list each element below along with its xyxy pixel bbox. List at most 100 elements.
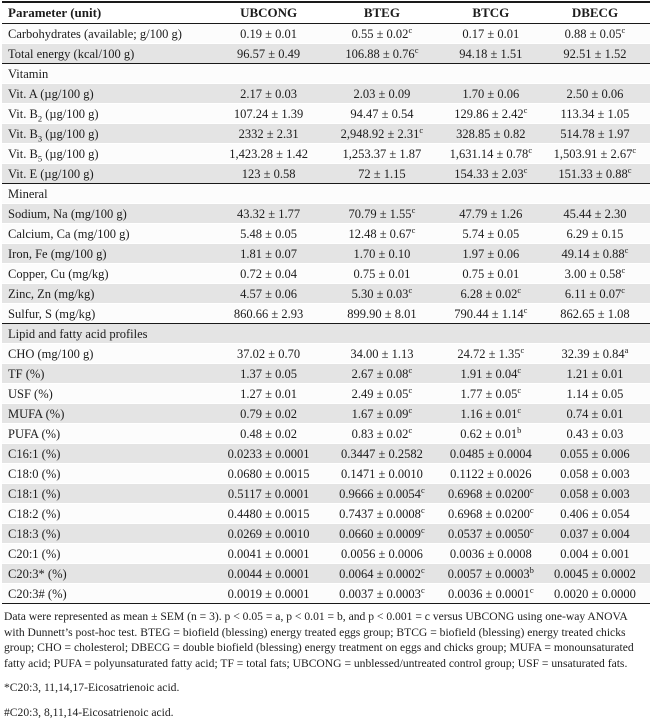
param-cell: CHO (mg/100 g) [2,343,216,364]
value-cell: 34.00 ± 1.13 [322,343,442,364]
param-cell: Carbohydrates (available; g/100 g) [2,23,216,44]
value-cell: 0.0537 ± 0.0050c [441,523,540,544]
value-cell: 1,503.91 ± 2.67c [539,143,650,164]
value-cell: 107.24 ± 1.39 [215,103,323,124]
value-cell: 2.49 ± 0.05c [322,383,442,404]
value-cell: 0.79 ± 0.02 [215,403,323,424]
param-cell: C18:0 (%) [2,463,216,484]
value-cell: 1,423.28 ± 1.42 [215,143,323,164]
param-cell: C20:3# (%) [2,583,216,604]
value-cell: 45.44 ± 2.30 [539,203,650,224]
value-cell: 12.48 ± 0.67c [322,223,442,244]
param-cell: C18:3 (%) [2,523,216,544]
param-cell: Sulfur, S (mg/kg) [2,303,216,324]
value-cell: 0.0041 ± 0.0001 [215,543,323,564]
value-cell: 49.14 ± 0.88c [539,243,650,264]
param-cell: PUFA (%) [2,423,216,444]
section-row: Lipid and fatty acid profiles [2,323,650,344]
value-cell: 1.70 ± 0.10 [322,243,442,264]
table-row: PUFA (%) 0.48 ± 0.02 0.83 ± 0.02c 0.62 ± 0.… [2,423,650,444]
value-cell: 0.0044 ± 0.0001 [215,563,323,584]
value-cell: 0.88 ± 0.05c [539,23,650,44]
col-header-dbecg: DBECG [539,2,650,24]
param-cell: Sodium, Na (mg/100 g) [2,203,216,224]
section-heading: Lipid and fatty acid profiles [2,323,650,344]
table-row: Iron, Fe (mg/100 g) 1.81 ± 0.07 1.70 ± 0.1… [2,243,650,264]
value-cell: 0.7437 ± 0.0008c [322,503,442,524]
value-cell: 0.406 ± 0.054 [539,503,650,524]
value-cell: 5.48 ± 0.05 [215,223,323,244]
table-row: C20:3* (%) 0.0044 ± 0.0001 0.0064 ± 0.0002… [2,563,650,584]
table-row: C16:1 (%) 0.0233 ± 0.0001 0.3447 ± 0.2582 0… [2,443,650,464]
value-cell: 1.77 ± 0.05c [441,383,540,404]
table-row: Total energy (kcal/100 g) 96.57 ± 0.49 106… [2,43,650,64]
footnote-hash: #C20:3, 8,11,14-Eicosatrienoic acid. [4,705,174,719]
value-cell: 1,253.37 ± 1.87 [322,143,442,164]
value-cell: 5.30 ± 0.03c [322,283,442,304]
value-cell: 0.058 ± 0.003 [539,463,650,484]
value-cell: 0.48 ± 0.02 [215,423,323,444]
table-row: Calcium, Ca (mg/100 g) 5.48 ± 0.05 12.48 ±… [2,223,650,244]
value-cell: 0.0020 ± 0.0000 [539,583,650,604]
value-cell: 6.29 ± 0.15 [539,223,650,244]
value-cell: 0.75 ± 0.01 [322,263,442,284]
value-cell: 2.50 ± 0.06 [539,83,650,104]
param-cell: C18:2 (%) [2,503,216,524]
value-cell: 1.21 ± 0.01 [539,363,650,384]
table-row: Vit. E (µg/100 g) 123 ± 0.58 72 ± 1.15 154.… [2,163,650,184]
value-cell: 1.97 ± 0.06 [441,243,540,264]
value-cell: 154.33 ± 2.03c [441,163,540,184]
table-row: Zinc, Zn (mg/kg) 4.57 ± 0.06 5.30 ± 0.03c 6… [2,283,650,304]
value-cell: 0.055 ± 0.006 [539,443,650,464]
value-cell: 72 ± 1.15 [322,163,442,184]
table-row: Copper, Cu (mg/kg) 0.72 ± 0.04 0.75 ± 0.01… [2,263,650,284]
value-cell: 5.74 ± 0.05 [441,223,540,244]
value-cell: 151.33 ± 0.88c [539,163,650,184]
value-cell: 0.55 ± 0.02c [322,23,442,44]
value-cell: 0.0037 ± 0.0003c [322,583,442,604]
value-cell: 0.3447 ± 0.2582 [322,443,442,464]
value-cell: 1.70 ± 0.06 [441,83,540,104]
value-cell: 0.0019 ± 0.0001 [215,583,323,604]
nutrition-table: Parameter (unit) UBCONG BTEG BTCG DBECG … [2,1,650,604]
table-row: MUFA (%) 0.79 ± 0.02 1.67 ± 0.09c 1.16 ± 0.… [2,403,650,424]
value-cell: 94.47 ± 0.54 [322,103,442,124]
value-cell: 0.19 ± 0.01 [215,23,323,44]
value-cell: 0.62 ± 0.01b [441,423,540,444]
col-header-bteg: BTEG [322,2,442,24]
table-row: USF (%) 1.27 ± 0.01 2.49 ± 0.05c 1.77 ± 0.0… [2,383,650,404]
value-cell: 3.00 ± 0.58c [539,263,650,284]
footnotes: Data were represented as mean ± SEM (n =… [2,604,650,724]
value-cell: 0.0485 ± 0.0004 [441,443,540,464]
value-cell: 0.6968 ± 0.0200c [441,483,540,504]
value-cell: 899.90 ± 8.01 [322,303,442,324]
value-cell: 4.57 ± 0.06 [215,283,323,304]
value-cell: 1.67 ± 0.09c [322,403,442,424]
value-cell: 0.0064 ± 0.0002c [322,563,442,584]
param-cell: Vit. B3 (µg/100 g) [2,123,216,144]
value-cell: 1.37 ± 0.05 [215,363,323,384]
value-cell: 0.0056 ± 0.0006 [322,543,442,564]
table-row: Sodium, Na (mg/100 g) 43.32 ± 1.77 70.79 ±… [2,203,650,224]
table-row: C20:3# (%) 0.0019 ± 0.0001 0.0037 ± 0.0003… [2,583,650,604]
table-row: Vit. B2 (µg/100 g) 107.24 ± 1.39 94.47 ± 0… [2,103,650,124]
value-cell: 47.79 ± 1.26 [441,203,540,224]
value-cell: 0.0233 ± 0.0001 [215,443,323,464]
value-cell: 860.66 ± 2.93 [215,303,323,324]
value-cell: 113.34 ± 1.05 [539,103,650,124]
value-cell: 70.79 ± 1.55c [322,203,442,224]
footnote-star: *C20:3, 11,14,17-Eicosatrienoic acid. [4,681,180,694]
header-row: Parameter (unit) UBCONG BTEG BTCG DBECG [2,2,650,24]
param-cell: Vit. B2 (µg/100 g) [2,103,216,124]
value-cell: 32.39 ± 0.84a [539,343,650,364]
table-body: Carbohydrates (available; g/100 g) 0.19 ±… [2,23,650,604]
value-cell: 6.11 ± 0.07c [539,283,650,304]
col-header-parameter: Parameter (unit) [2,2,216,24]
section-row: Vitamin [2,63,650,84]
param-cell: Vit. B5 (µg/100 g) [2,143,216,164]
value-cell: 0.058 ± 0.003 [539,483,650,504]
value-cell: 1.14 ± 0.05 [539,383,650,404]
value-cell: 1.81 ± 0.07 [215,243,323,264]
col-header-btcg: BTCG [441,2,540,24]
value-cell: 0.43 ± 0.03 [539,423,650,444]
